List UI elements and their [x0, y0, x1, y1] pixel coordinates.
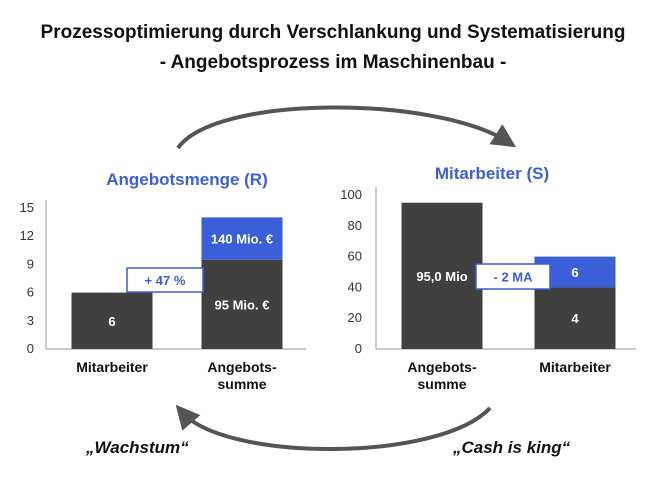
quote-right: „Cash is king“: [453, 438, 571, 457]
cycle-arrow-top: [176, 105, 517, 150]
bar-segment: [71, 292, 153, 349]
bar-value-label: 6: [108, 314, 115, 329]
y-tick-label: 6: [27, 285, 34, 300]
bar-segment: [201, 259, 283, 349]
category-label: Mitarbeiter: [539, 359, 611, 375]
bar-segment: [534, 287, 616, 349]
y-tick-label: 15: [20, 200, 34, 215]
y-tick-label: 3: [27, 313, 34, 328]
y-tick-label: 100: [340, 187, 362, 202]
bar-segment: [201, 217, 283, 260]
category-label: Mitarbeiter: [76, 359, 148, 375]
y-tick-label: 20: [348, 310, 362, 325]
bar-value-label: 95 Mio. €: [215, 297, 270, 312]
category-label: Angebots-: [207, 359, 277, 375]
bar-value-label: 4: [571, 311, 579, 326]
chart-title-right: Mitarbeiter (S): [434, 164, 550, 183]
y-tick-label: 40: [348, 279, 362, 294]
annotation-box: [126, 267, 204, 293]
annotation-label: - 2 MA: [494, 270, 534, 285]
y-tick-label: 60: [348, 249, 362, 264]
page-subtitle: - Angebotsprozess im Maschinenbau -: [159, 52, 507, 73]
y-tick-label: 0: [355, 341, 362, 356]
category-label: summe: [217, 376, 266, 392]
bar-value-label: 95,0 Mio: [416, 269, 467, 284]
annotation-box: [475, 263, 551, 290]
y-tick-label: 9: [27, 256, 34, 271]
page-title: Prozessoptimierung durch Verschlankung u…: [40, 22, 626, 43]
bar-segment: [401, 202, 483, 349]
quote-left: „Wachstum“: [86, 438, 189, 457]
y-tick-label: 80: [348, 218, 362, 233]
bar-value-label: 6: [571, 265, 578, 280]
annotation-label: + 47 %: [145, 273, 186, 288]
bar-value-label: 140 Mio. €: [211, 232, 273, 247]
cycle-arrow-bottom: [175, 404, 492, 451]
category-label: Angebots-: [407, 359, 477, 375]
chart-title-left: Angebotsmenge (R): [106, 170, 268, 189]
y-tick-label: 0: [27, 341, 34, 356]
category-label: summe: [417, 376, 466, 392]
y-tick-label: 12: [20, 228, 34, 243]
